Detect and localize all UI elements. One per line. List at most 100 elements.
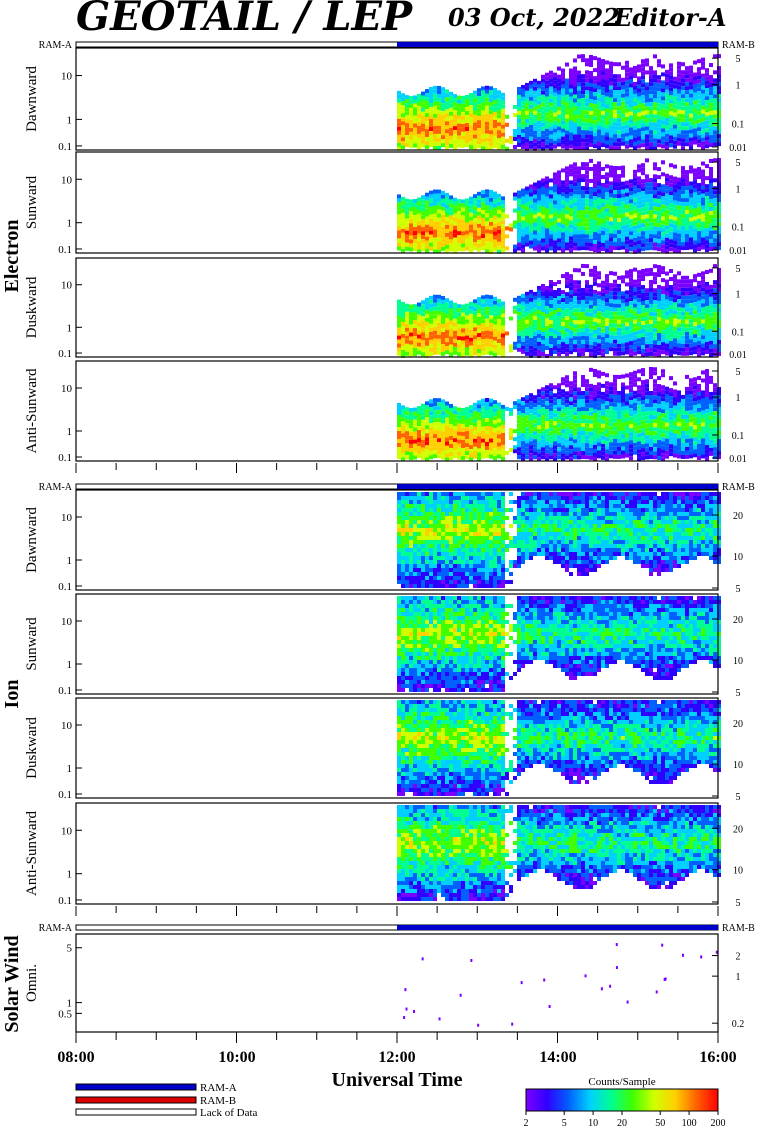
- heatmap-cell: [417, 217, 421, 222]
- heatmap-cell: [529, 313, 533, 318]
- heatmap-cell: [669, 63, 673, 68]
- heatmap-cell: [653, 178, 657, 183]
- heatmap-cell: [689, 307, 693, 312]
- heatmap-cell: [685, 90, 689, 95]
- heatmap-cell: [677, 129, 681, 134]
- heatmap-cell: [417, 121, 421, 126]
- heatmap-cell: [617, 62, 621, 67]
- heatmap-cell: [485, 346, 489, 351]
- heatmap-cell: [437, 117, 441, 122]
- heatmap-cell: [537, 405, 541, 410]
- heatmap-cell: [437, 338, 441, 343]
- heatmap-cell: [561, 393, 565, 398]
- heatmap-cell: [549, 443, 553, 448]
- heatmap-cell: [605, 240, 609, 245]
- heatmap-cell: [517, 226, 521, 231]
- heatmap-cell: [665, 327, 669, 332]
- heatmap-cell: [641, 75, 645, 80]
- heatmap-cell: [685, 182, 689, 187]
- heatmap-cell: [529, 437, 533, 442]
- heatmap-cell: [617, 291, 621, 296]
- heatmap-cell: [701, 109, 705, 114]
- heatmap-cell: [457, 340, 461, 345]
- heatmap-cell: [549, 98, 553, 103]
- heatmap-cell: [685, 138, 689, 143]
- heatmap-cell: [549, 94, 553, 99]
- heatmap-cell: [589, 122, 593, 127]
- heatmap-cell: [401, 236, 405, 241]
- heatmap-cell: [493, 328, 497, 333]
- heatmap-cell: [653, 288, 657, 293]
- heatmap-cell: [425, 192, 429, 197]
- heatmap-cell: [465, 343, 469, 348]
- heatmap-cell: [593, 244, 597, 249]
- heatmap-cell: [541, 126, 545, 131]
- heatmap-cell: [449, 91, 453, 96]
- heatmap-cell: [597, 137, 601, 142]
- heatmap-cell: [597, 291, 601, 296]
- heatmap-cell: [429, 218, 433, 223]
- heatmap-cell: [397, 351, 401, 356]
- heatmap-cell: [693, 232, 697, 237]
- heatmap-cell: [397, 90, 401, 95]
- heatmap-cell: [653, 234, 657, 239]
- heatmap-cell: [541, 339, 545, 344]
- heatmap-cell: [593, 317, 597, 322]
- heatmap-cell: [581, 287, 585, 292]
- heatmap-cell: [533, 443, 537, 448]
- heatmap-cell: [701, 237, 705, 242]
- heatmap-cell: [453, 249, 457, 254]
- heatmap-cell: [461, 239, 465, 244]
- heatmap-cell: [661, 88, 665, 93]
- heatmap-cell: [685, 114, 689, 119]
- heatmap-cell: [589, 178, 593, 183]
- heatmap-cell: [413, 340, 417, 345]
- heatmap-cell: [537, 208, 541, 213]
- heatmap-cell: [605, 310, 609, 315]
- heatmap-cell: [701, 291, 705, 296]
- heatmap-cell: [433, 402, 437, 407]
- heatmap-cell: [513, 244, 517, 249]
- heatmap-cell: [425, 117, 429, 122]
- heatmap-cell: [661, 342, 665, 347]
- heatmap-cell: [641, 87, 645, 92]
- heatmap-cell: [641, 163, 645, 168]
- heatmap-cell: [677, 339, 681, 344]
- heatmap-cell: [417, 97, 421, 102]
- heatmap-cell: [457, 316, 461, 321]
- heatmap-cell: [677, 137, 681, 142]
- heatmap-cell: [713, 308, 717, 313]
- heatmap-cell: [689, 117, 693, 122]
- heatmap-cell: [453, 442, 457, 447]
- heatmap-cell: [421, 231, 425, 236]
- heatmap-cell: [461, 119, 465, 124]
- heatmap-cell: [697, 83, 701, 88]
- heatmap-cell: [645, 312, 649, 317]
- heatmap-cell: [489, 398, 493, 403]
- heatmap-cell: [629, 83, 633, 88]
- heatmap-cell: [417, 249, 421, 254]
- heatmap-cell: [601, 292, 605, 297]
- heatmap-cell: [457, 304, 461, 309]
- heatmap-cell: [673, 342, 677, 347]
- heatmap-cell: [489, 335, 493, 340]
- heatmap-cell: [413, 427, 417, 432]
- heatmap-cell: [465, 331, 469, 336]
- heatmap-cell: [525, 138, 529, 143]
- heatmap-cell: [637, 350, 641, 355]
- heatmap-cell: [497, 134, 501, 139]
- heatmap-cell: [589, 308, 593, 313]
- heatmap-cell: [517, 210, 521, 215]
- heatmap-cell: [617, 234, 621, 239]
- heatmap-cell: [565, 230, 569, 235]
- heatmap-cell: [469, 429, 473, 434]
- heatmap-cell: [561, 236, 565, 241]
- heatmap-cell: [629, 243, 633, 248]
- heatmap-cell: [501, 404, 505, 409]
- heatmap-cell: [497, 205, 501, 210]
- heatmap-cell: [413, 143, 417, 148]
- heatmap-cell: [489, 229, 493, 234]
- heatmap-cell: [581, 431, 585, 436]
- heatmap-cell: [413, 304, 417, 309]
- heatmap-cell: [673, 350, 677, 355]
